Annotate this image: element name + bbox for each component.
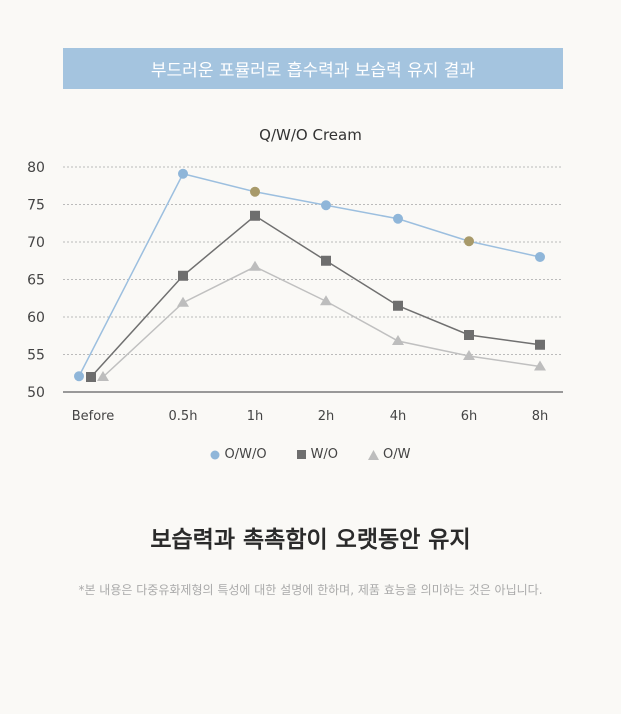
data-point — [392, 335, 404, 345]
legend-item: O/W/O — [210, 447, 267, 462]
y-tick-label: 80 — [27, 160, 45, 176]
legend-circle-icon — [210, 450, 220, 460]
chart-legend: O/W/O W/O O/W — [0, 447, 621, 462]
x-tick-label: 0.5h — [169, 409, 198, 424]
series-line-ow — [102, 265, 541, 378]
legend-square-icon — [296, 449, 307, 460]
header-banner: 부드러운 포뮬러로 흡수력과 보습력 유지 결과 — [63, 48, 563, 89]
x-tick-label: 1h — [247, 409, 264, 424]
data-point — [177, 296, 189, 307]
data-point — [250, 210, 260, 221]
y-tick-label: 70 — [27, 235, 45, 251]
x-tick-label: 8h — [532, 409, 549, 424]
data-point — [249, 260, 261, 271]
legend-label: O/W — [383, 447, 411, 462]
data-point — [463, 350, 475, 360]
data-point — [464, 236, 474, 247]
data-point — [393, 300, 403, 311]
data-point — [321, 200, 331, 211]
y-tick-label: 55 — [27, 348, 45, 364]
x-tick-label: 4h — [390, 409, 407, 424]
data-point — [535, 252, 545, 262]
legend-item: W/O — [296, 447, 339, 462]
subtitle: 보습력과 촉촉함이 오랫동안 유지 — [150, 527, 471, 553]
y-tick-label: 60 — [27, 310, 45, 326]
legend-label: W/O — [310, 447, 339, 462]
legend-triangle-icon — [368, 449, 380, 460]
line-chart: 50 55 60 65 70 75 80 Before 0.5h 1h 2h 4h 6h 8h — [27, 160, 563, 424]
x-tick-label: Before — [72, 409, 115, 424]
data-point — [535, 339, 545, 350]
y-tick-label: 75 — [27, 198, 45, 214]
data-point — [320, 295, 332, 306]
chart-title: Q/W/O Cream — [259, 126, 362, 144]
data-point — [321, 255, 331, 266]
data-point — [97, 371, 109, 381]
data-point — [178, 168, 188, 179]
x-tick-label: 2h — [318, 409, 335, 424]
data-point — [178, 270, 188, 281]
y-tick-label: 50 — [27, 385, 45, 401]
data-point — [464, 330, 474, 340]
legend-label: O/W/O — [224, 447, 267, 462]
data-point — [74, 371, 84, 382]
data-point — [393, 213, 403, 224]
data-point — [250, 186, 260, 197]
y-tick-label: 65 — [27, 273, 45, 289]
legend-item: O/W — [368, 447, 411, 462]
x-tick-label: 6h — [461, 409, 478, 424]
data-point — [534, 360, 546, 371]
disclaimer-note: *본 내용은 다중유화제형의 특성에 대한 설명에 한하며, 제품 효능을 의미… — [78, 583, 543, 597]
data-point — [86, 372, 96, 382]
